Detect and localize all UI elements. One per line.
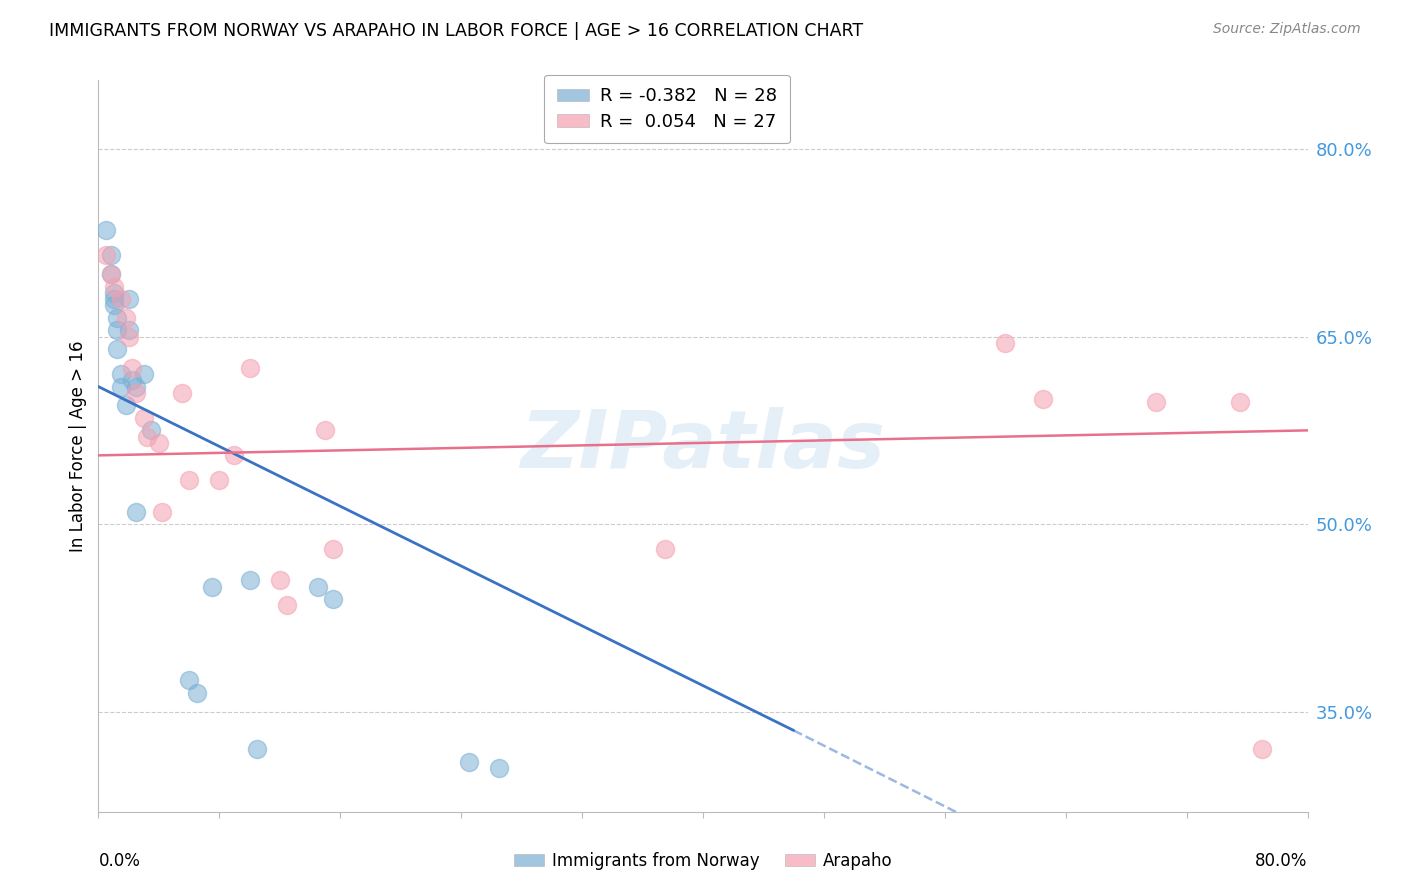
Point — [239, 360, 262, 375]
Point — [135, 429, 157, 443]
Text: 80.0%: 80.0% — [1256, 852, 1308, 870]
Point — [314, 423, 336, 437]
Point — [246, 742, 269, 756]
Point — [322, 592, 344, 607]
Point — [100, 267, 122, 281]
Point — [1144, 394, 1167, 409]
Point — [94, 248, 117, 262]
Text: ZIPatlas: ZIPatlas — [520, 407, 886, 485]
Point — [103, 298, 125, 312]
Point — [239, 574, 262, 588]
Text: 0.0%: 0.0% — [98, 852, 141, 870]
Point — [114, 398, 136, 412]
Legend: Immigrants from Norway, Arapaho: Immigrants from Norway, Arapaho — [508, 846, 898, 877]
Point — [125, 379, 148, 393]
Point — [118, 323, 141, 337]
Point — [179, 474, 201, 488]
Point — [150, 505, 173, 519]
Point — [94, 223, 117, 237]
Point — [114, 310, 136, 325]
Point — [132, 367, 155, 381]
Point — [994, 335, 1017, 350]
Point — [1229, 394, 1251, 409]
Point — [105, 310, 128, 325]
Point — [186, 686, 208, 700]
Point — [457, 755, 479, 769]
Point — [121, 360, 143, 375]
Point — [125, 505, 148, 519]
Y-axis label: In Labor Force | Age > 16: In Labor Force | Age > 16 — [69, 340, 87, 552]
Point — [118, 292, 141, 306]
Point — [276, 599, 298, 613]
Point — [179, 673, 201, 688]
Point — [103, 285, 125, 300]
Point — [105, 342, 128, 356]
Point — [307, 580, 329, 594]
Point — [105, 323, 128, 337]
Point — [208, 474, 231, 488]
Point — [110, 379, 132, 393]
Point — [1251, 742, 1274, 756]
Point — [201, 580, 224, 594]
Point — [103, 292, 125, 306]
Point — [100, 248, 122, 262]
Point — [148, 435, 170, 450]
Text: IMMIGRANTS FROM NORWAY VS ARAPAHO IN LABOR FORCE | AGE > 16 CORRELATION CHART: IMMIGRANTS FROM NORWAY VS ARAPAHO IN LAB… — [49, 22, 863, 40]
Point — [322, 542, 344, 557]
Point — [118, 329, 141, 343]
Point — [170, 385, 193, 400]
Text: Source: ZipAtlas.com: Source: ZipAtlas.com — [1213, 22, 1361, 37]
Point — [121, 373, 143, 387]
Point — [110, 292, 132, 306]
Point — [100, 267, 122, 281]
Point — [125, 385, 148, 400]
Point — [110, 367, 132, 381]
Point — [141, 423, 163, 437]
Point — [269, 574, 291, 588]
Point — [1032, 392, 1054, 406]
Point — [103, 279, 125, 293]
Point — [224, 449, 246, 463]
Point — [132, 410, 155, 425]
Legend: R = -0.382   N = 28, R =  0.054   N = 27: R = -0.382 N = 28, R = 0.054 N = 27 — [544, 75, 790, 144]
Point — [654, 542, 676, 557]
Point — [488, 761, 510, 775]
